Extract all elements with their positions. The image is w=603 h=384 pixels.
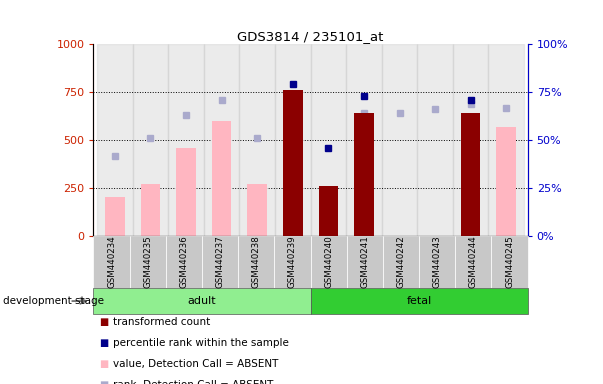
Text: ■: ■: [99, 338, 109, 348]
Text: rank, Detection Call = ABSENT: rank, Detection Call = ABSENT: [113, 380, 273, 384]
Bar: [283, 90, 303, 236]
Text: GSM440237: GSM440237: [216, 236, 224, 288]
Text: development stage: development stage: [3, 296, 104, 306]
Text: GSM440244: GSM440244: [469, 236, 478, 288]
Bar: [488, 44, 524, 236]
Bar: [140, 184, 160, 236]
Text: GSM440240: GSM440240: [324, 236, 333, 288]
Bar: [105, 197, 125, 236]
Text: value, Detection Call = ABSENT: value, Detection Call = ABSENT: [113, 359, 278, 369]
Bar: [354, 113, 374, 236]
Title: GDS3814 / 235101_at: GDS3814 / 235101_at: [238, 30, 384, 43]
Text: GSM440243: GSM440243: [433, 236, 441, 288]
Text: GSM440235: GSM440235: [144, 236, 152, 288]
Bar: [461, 113, 481, 236]
Bar: [354, 148, 374, 236]
Bar: [204, 44, 239, 236]
Bar: [453, 44, 488, 236]
Text: ■: ■: [99, 359, 109, 369]
Text: GSM440239: GSM440239: [288, 236, 297, 288]
Bar: [318, 186, 338, 236]
Bar: [382, 44, 417, 236]
Text: GSM440236: GSM440236: [180, 236, 188, 288]
Text: fetal: fetal: [406, 296, 432, 306]
Text: GSM440245: GSM440245: [505, 236, 514, 288]
Text: GSM440241: GSM440241: [361, 236, 369, 288]
Text: GSM440234: GSM440234: [107, 236, 116, 288]
Text: adult: adult: [188, 296, 216, 306]
Text: transformed count: transformed count: [113, 317, 210, 327]
Text: percentile rank within the sample: percentile rank within the sample: [113, 338, 289, 348]
Bar: [176, 148, 196, 236]
Bar: [133, 44, 168, 236]
Bar: [417, 44, 453, 236]
Text: ■: ■: [99, 317, 109, 327]
Text: ■: ■: [99, 380, 109, 384]
Bar: [168, 44, 204, 236]
Bar: [247, 184, 267, 236]
Bar: [311, 44, 346, 236]
Bar: [275, 44, 311, 236]
Text: GSM440242: GSM440242: [397, 236, 405, 288]
Bar: [239, 44, 275, 236]
Bar: [496, 127, 516, 236]
Bar: [212, 121, 232, 236]
Bar: [97, 44, 133, 236]
Text: GSM440238: GSM440238: [252, 236, 260, 288]
Bar: [346, 44, 382, 236]
